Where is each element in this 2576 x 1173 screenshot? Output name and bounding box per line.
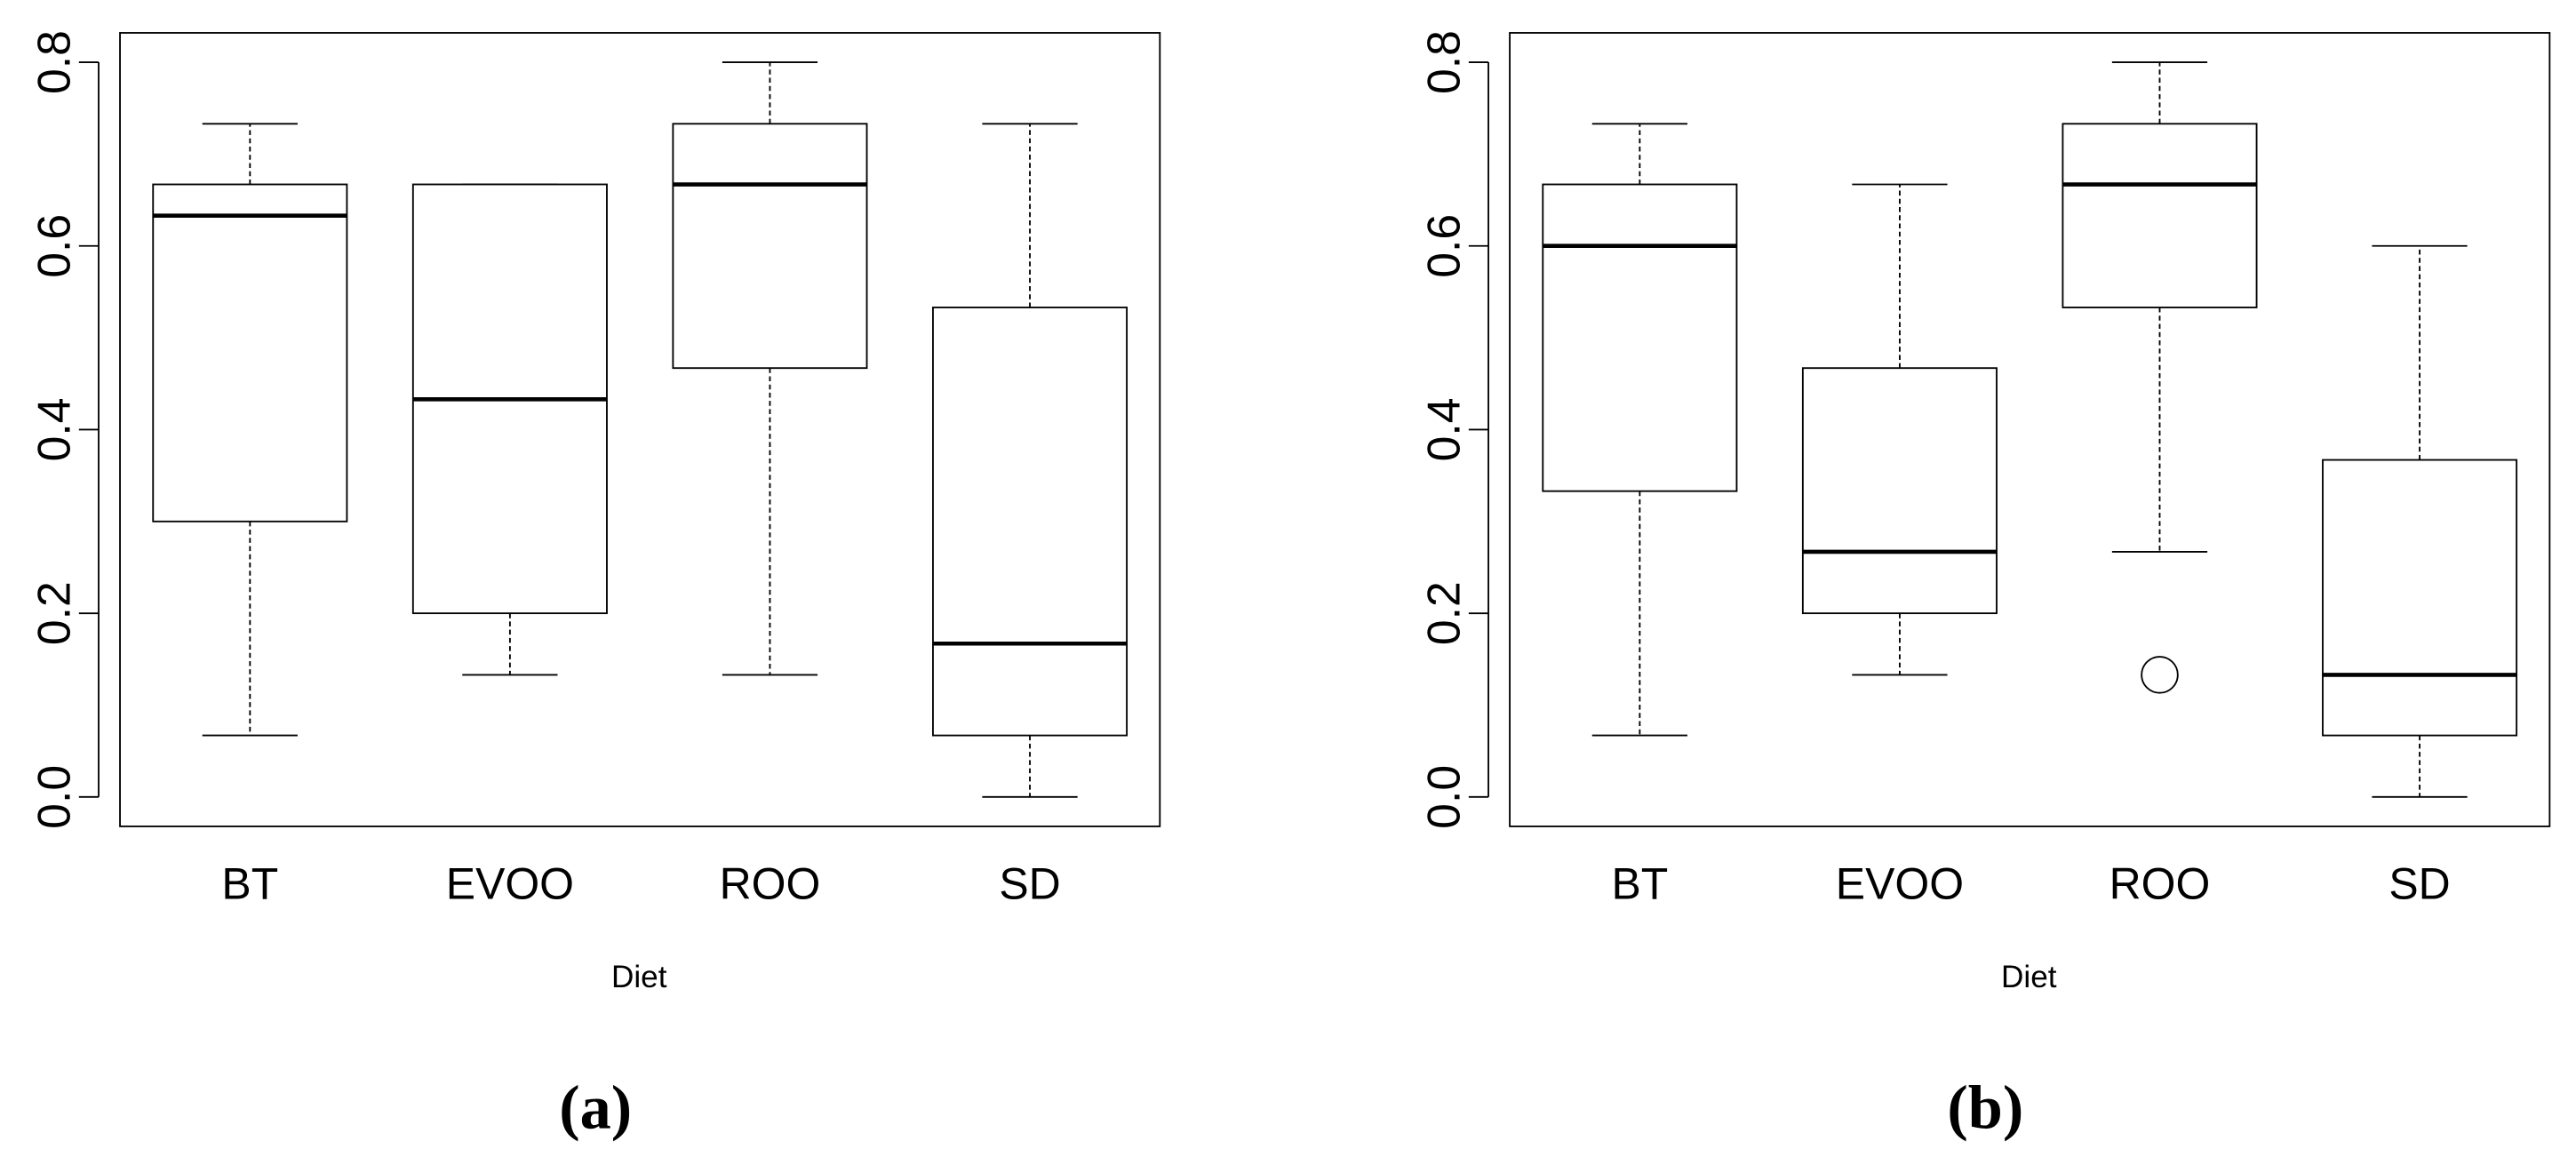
y-tick-label: 0.4: [28, 397, 79, 461]
y-tick-label: 0.8: [1417, 30, 1469, 94]
box: [932, 307, 1128, 737]
plot-frame: [119, 32, 1161, 827]
outlier: [2141, 656, 2179, 694]
y-tick-label: 0.0: [1417, 765, 1469, 829]
x-tick-label: EVOO: [446, 859, 574, 909]
box: [672, 123, 868, 370]
box: [1542, 183, 1738, 492]
x-axis-title: Diet: [611, 960, 667, 994]
y-tick-label: 0.8: [28, 30, 79, 94]
x-tick-label: BT: [1611, 859, 1668, 909]
y-tick-label: 0.6: [28, 214, 79, 278]
panel-label: (a): [559, 1073, 632, 1143]
y-tick-label: 0.0: [28, 765, 79, 829]
y-tick-label: 0.2: [28, 581, 79, 645]
box: [2322, 459, 2518, 737]
x-tick-label: SD: [999, 859, 1060, 909]
y-tick-label: 0.2: [1417, 581, 1469, 645]
box: [1801, 367, 1998, 615]
y-tick-label: 0.4: [1417, 397, 1469, 461]
x-tick-label: ROO: [720, 859, 821, 909]
x-tick-label: ROO: [2109, 859, 2211, 909]
x-tick-label: SD: [2389, 859, 2450, 909]
x-axis-title: Diet: [2001, 960, 2057, 994]
x-tick-label: BT: [221, 859, 278, 909]
y-tick-label: 0.6: [1417, 214, 1469, 278]
plot-frame: [1509, 32, 2551, 827]
box: [152, 183, 348, 523]
x-tick-label: EVOO: [1836, 859, 1964, 909]
box: [2062, 123, 2258, 308]
panel-label: (b): [1947, 1073, 2023, 1143]
